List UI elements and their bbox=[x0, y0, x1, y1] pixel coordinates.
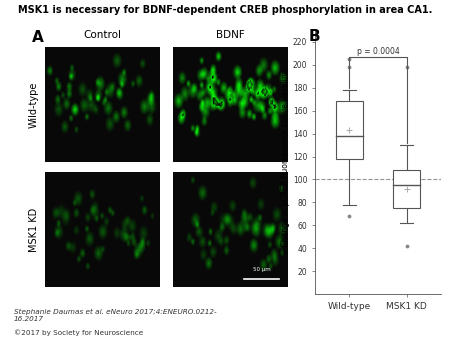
Text: ©2017 by Society for Neuroscience: ©2017 by Society for Neuroscience bbox=[14, 330, 143, 336]
Bar bbox=[336, 101, 363, 159]
Text: Wild-type: Wild-type bbox=[29, 81, 39, 128]
Text: 50 μm: 50 μm bbox=[253, 267, 270, 272]
Text: BDNF: BDNF bbox=[216, 30, 245, 41]
Text: Stephanie Daumas et al. eNeuro 2017;4:ENEURO.0212-
16.2017: Stephanie Daumas et al. eNeuro 2017;4:EN… bbox=[14, 309, 216, 322]
Text: MSK1 KD: MSK1 KD bbox=[29, 208, 39, 252]
Text: MSK1 is necessary for BDNF-dependent CREB phosphorylation in area CA1.: MSK1 is necessary for BDNF-dependent CRE… bbox=[18, 5, 432, 15]
Text: Control: Control bbox=[83, 30, 122, 41]
Text: B: B bbox=[308, 29, 320, 44]
Text: p = 0.0004: p = 0.0004 bbox=[356, 47, 400, 56]
Bar bbox=[393, 170, 420, 208]
Y-axis label: % Change in pCREB fluorescence above baseline: % Change in pCREB fluorescence above bas… bbox=[281, 69, 290, 256]
Text: A: A bbox=[32, 30, 43, 45]
